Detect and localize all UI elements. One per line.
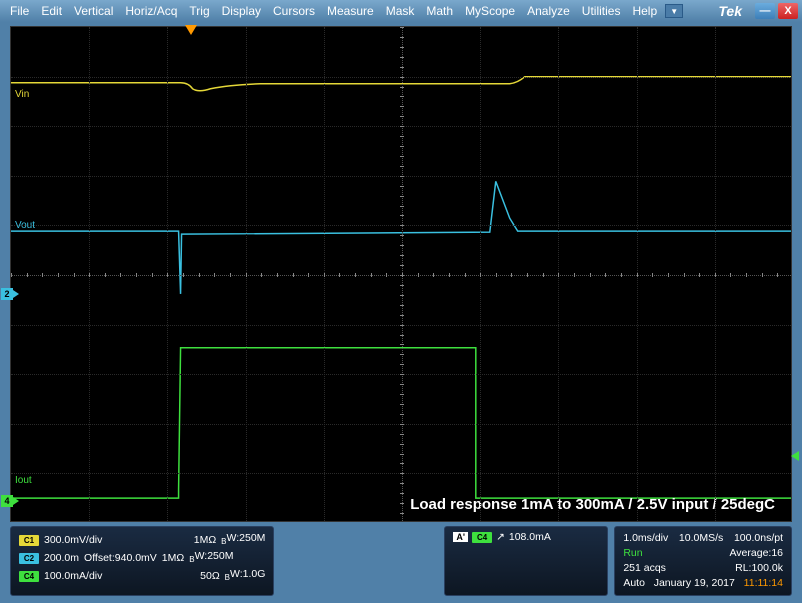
ch4-badge: C4	[19, 571, 39, 582]
channel-panel: C1 300.0mV/div 1MΩ BW:250M C2 200.0m Off…	[10, 526, 274, 596]
menu-file[interactable]: File	[4, 2, 35, 20]
record-length: RL:100.0k	[735, 561, 783, 576]
minimize-button[interactable]: —	[755, 3, 775, 19]
menu-analyze[interactable]: Analyze	[521, 2, 576, 20]
menu-edit[interactable]: Edit	[35, 2, 68, 20]
menu-utilities[interactable]: Utilities	[576, 2, 627, 20]
trigger-a-badge: A'	[453, 532, 468, 542]
trigger-source-badge: C4	[472, 532, 492, 543]
ch1-bandwidth: BW:250M	[221, 531, 265, 549]
waveform-canvas	[11, 27, 791, 521]
waveform-annotation: Load response 1mA to 300mA / 2.5V input …	[410, 496, 775, 513]
sample-rate: 10.0MS/s	[679, 531, 723, 546]
ch2-impedance: 1MΩ	[162, 551, 184, 566]
menu-horiz-acq[interactable]: Horiz/Acq	[119, 2, 183, 20]
ch2-scale: 200.0m	[44, 551, 79, 566]
date-readout: January 19, 2017	[654, 576, 735, 591]
ch2-readout[interactable]: C2 200.0m Offset:940.0mV 1MΩ BW:250M	[19, 549, 265, 567]
run-status: Run	[623, 546, 642, 561]
resolution: 100.0ns/pt	[734, 531, 783, 546]
ch1-impedance: 1MΩ	[194, 533, 216, 548]
menu-math[interactable]: Math	[420, 2, 459, 20]
footer-readouts: C1 300.0mV/div 1MΩ BW:250M C2 200.0m Off…	[0, 522, 802, 596]
ch4-impedance: 50Ω	[200, 569, 220, 584]
trigger-panel[interactable]: A' C4 ↗ 108.0mA	[444, 526, 608, 596]
menu-myscope[interactable]: MyScope	[459, 2, 521, 20]
time-readout: 11:11:14	[744, 576, 783, 591]
ch2-badge: C2	[19, 553, 39, 564]
trigger-edge-icon: ↗	[496, 531, 505, 543]
ch1-readout[interactable]: C1 300.0mV/div 1MΩ BW:250M	[19, 531, 265, 549]
menu-mask[interactable]: Mask	[380, 2, 421, 20]
menu-vertical[interactable]: Vertical	[68, 2, 119, 20]
timebase-panel[interactable]: 1.0ms/div 10.0MS/s 100.0ns/pt Run Average:1…	[614, 526, 792, 596]
menu-cursors[interactable]: Cursors	[267, 2, 321, 20]
menu-dropdown-icon[interactable]: ▼	[665, 4, 683, 18]
ch4-bandwidth: BW:1.0G	[225, 567, 266, 585]
ch4-ground-indicator	[791, 451, 799, 461]
ch2-offset: Offset:940.0mV	[84, 551, 157, 566]
ch4-scale: 100.0mA/div	[44, 569, 102, 584]
menu-help[interactable]: Help	[626, 2, 663, 20]
menubar: File Edit Vertical Horiz/Acq Trig Displa…	[0, 0, 802, 22]
ch2-bandwidth: BW:250M	[189, 549, 233, 567]
trigger-level: 108.0mA	[509, 531, 551, 543]
menu-display[interactable]: Display	[216, 2, 267, 20]
trigger-mode: Auto	[623, 576, 645, 591]
menu-measure[interactable]: Measure	[321, 2, 380, 20]
close-button[interactable]: X	[778, 3, 798, 19]
timebase-scale: 1.0ms/div	[623, 531, 668, 546]
oscilloscope-graticule: 2 4 Vin Vout Iout Load response 1mA to 3…	[10, 26, 792, 522]
ch1-badge: C1	[19, 535, 39, 546]
ch4-readout[interactable]: C4 100.0mA/div 50Ω BW:1.0G	[19, 567, 265, 585]
ch1-scale: 300.0mV/div	[44, 533, 102, 548]
menu-trig[interactable]: Trig	[183, 2, 215, 20]
brand-logo: Tek	[718, 3, 742, 19]
average-mode: Average:16	[729, 546, 783, 561]
acq-count: 251 acqs	[623, 561, 666, 576]
